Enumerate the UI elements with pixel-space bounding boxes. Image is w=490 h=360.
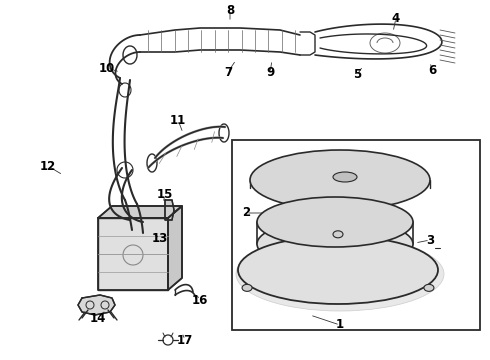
Text: 1: 1 — [336, 319, 344, 332]
Text: 11: 11 — [170, 113, 186, 126]
Ellipse shape — [242, 284, 252, 291]
Ellipse shape — [250, 150, 430, 210]
Text: 14: 14 — [90, 311, 106, 324]
Ellipse shape — [333, 172, 357, 182]
Text: 2: 2 — [242, 207, 250, 220]
Text: 8: 8 — [226, 4, 234, 17]
Text: 16: 16 — [192, 293, 208, 306]
Polygon shape — [98, 206, 182, 218]
Ellipse shape — [238, 236, 438, 304]
Ellipse shape — [257, 197, 413, 247]
Polygon shape — [98, 218, 168, 290]
Bar — [232, 140, 480, 330]
Polygon shape — [165, 200, 174, 220]
Polygon shape — [249, 167, 264, 175]
Text: 17: 17 — [177, 333, 193, 346]
Polygon shape — [403, 158, 417, 166]
Ellipse shape — [333, 231, 343, 238]
Text: 6: 6 — [428, 63, 436, 77]
Text: 4: 4 — [392, 12, 400, 24]
Ellipse shape — [236, 237, 444, 311]
Ellipse shape — [257, 219, 413, 269]
Text: 7: 7 — [224, 66, 232, 78]
Polygon shape — [78, 295, 115, 315]
Text: 3: 3 — [426, 234, 434, 247]
Polygon shape — [168, 206, 182, 290]
Polygon shape — [379, 203, 393, 211]
Text: 13: 13 — [152, 231, 168, 244]
Text: 10: 10 — [99, 62, 115, 75]
Text: 15: 15 — [157, 189, 173, 202]
Text: 5: 5 — [353, 68, 361, 81]
Ellipse shape — [424, 284, 434, 291]
Text: 9: 9 — [266, 67, 274, 80]
Text: 12: 12 — [40, 159, 56, 172]
